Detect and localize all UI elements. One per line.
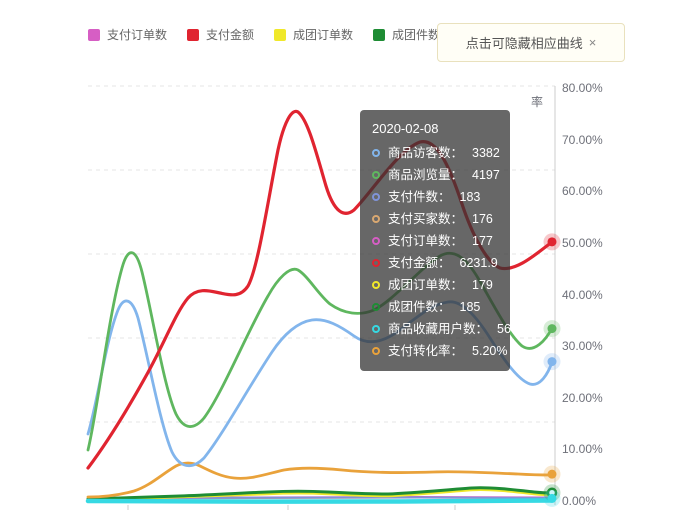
tooltip-label: 支付转化率： bbox=[388, 344, 464, 358]
hover-point-markers bbox=[543, 233, 561, 507]
tooltip-value: 176 bbox=[472, 212, 493, 226]
tooltip-row-fav_users: 商品收藏用户数： 56 bbox=[372, 318, 511, 340]
y-axis-tick-label: 30.00% bbox=[562, 339, 603, 354]
tooltip-label: 支付金额： bbox=[388, 256, 451, 270]
series-marker-icon bbox=[372, 347, 380, 355]
tooltip-row-pay_amount: 支付金额： 6231.9 bbox=[372, 252, 498, 274]
legend-swatch-pay_amount bbox=[187, 28, 200, 41]
x-axis-ticks bbox=[127, 505, 456, 510]
tooltip-row-group_orders: 成团订单数： 179 bbox=[372, 274, 498, 296]
legend: 支付订单数 支付金额 成团订单数 成团件数 bbox=[88, 26, 440, 43]
hide-curve-notice-text: 点击可隐藏相应曲线 bbox=[465, 36, 583, 51]
tooltip-value: 3382 bbox=[472, 146, 500, 160]
hover-dot-conv_rate bbox=[547, 469, 557, 479]
tooltip-value: 183 bbox=[459, 190, 481, 204]
tooltip-date: 2020-02-08 bbox=[372, 121, 439, 136]
tooltip-value: 6231.9 bbox=[459, 256, 498, 270]
legend-label-group_orders: 成团订单数 bbox=[293, 28, 354, 42]
hover-dot-visitors bbox=[547, 357, 557, 367]
tooltip-row-pay_orders: 支付订单数： 177 bbox=[372, 230, 498, 252]
hover-dot-views bbox=[547, 324, 557, 334]
legend-item-group_items[interactable]: 成团件数 bbox=[373, 26, 440, 43]
hover-tooltip: 2020-02-08 商品访客数： 3382 商品浏览量： 4197 支付件数： 183 支… bbox=[360, 110, 511, 371]
line-group-items bbox=[86, 486, 554, 501]
legend-label-pay_amount: 支付金额 bbox=[206, 28, 255, 42]
hover-dot-pay_amount bbox=[547, 237, 557, 247]
series-marker-icon bbox=[372, 215, 380, 223]
legend-swatch-group_items bbox=[373, 28, 386, 41]
close-icon[interactable]: × bbox=[588, 35, 597, 50]
tooltip-label: 支付件数： bbox=[388, 190, 451, 204]
tooltip-value: 5.20% bbox=[472, 344, 508, 358]
tooltip-value: 185 bbox=[459, 300, 481, 314]
tooltip-label: 商品浏览量： bbox=[388, 168, 464, 182]
tooltip-label: 成团件数： bbox=[388, 300, 451, 314]
y-axis-tick-label: 40.00% bbox=[562, 287, 603, 302]
series-marker-icon bbox=[372, 259, 380, 267]
tooltip-label: 商品访客数： bbox=[388, 146, 464, 160]
hide-curve-notice[interactable]: 点击可隐藏相应曲线 × bbox=[437, 23, 625, 62]
legend-item-group_orders[interactable]: 成团订单数 bbox=[274, 26, 353, 43]
y-axis-tick-label: 10.00% bbox=[562, 442, 603, 457]
series-marker-icon bbox=[372, 281, 380, 289]
tooltip-value: 177 bbox=[472, 234, 493, 248]
tooltip-value: 56 bbox=[497, 322, 511, 336]
tooltip-row-pay_items: 支付件数： 183 bbox=[372, 186, 498, 208]
y-axis-tick-label: 80.00% bbox=[562, 81, 603, 95]
line-fav-users bbox=[85, 498, 555, 504]
tooltip-row-pay_buyers: 支付买家数： 176 bbox=[372, 208, 498, 230]
legend-swatch-group_orders bbox=[274, 28, 287, 41]
series-marker-icon bbox=[372, 171, 380, 179]
tooltip-label: 支付订单数： bbox=[388, 234, 464, 248]
legend-swatch-pay_orders bbox=[88, 28, 100, 41]
y-axis-tick-label: 70.00% bbox=[562, 132, 603, 147]
series-marker-icon bbox=[372, 237, 380, 245]
y-axis-tick-label: 60.00% bbox=[562, 184, 603, 199]
legend-label-pay_orders: 支付订单数 bbox=[107, 28, 168, 42]
series-marker-icon bbox=[372, 149, 380, 157]
tooltip-row-conv_rate: 支付转化率： 5.20% bbox=[372, 340, 507, 362]
y-axis-tick-label: 50.00% bbox=[562, 235, 603, 250]
y-axis-tick-label: 0.00% bbox=[562, 494, 597, 508]
hover-dot-fav_users bbox=[547, 493, 557, 503]
tooltip-label: 支付买家数： bbox=[388, 212, 464, 226]
tooltip-label: 成团订单数： bbox=[388, 278, 464, 292]
tooltip-row-views: 商品浏览量： 4197 bbox=[372, 164, 500, 186]
right-y-axis-name: 率 bbox=[531, 95, 544, 109]
series-marker-icon bbox=[372, 325, 380, 333]
tooltip-rows: 商品访客数： 3382 商品浏览量： 4197 支付件数： 183 支付买家数： 176 支付订… bbox=[372, 142, 511, 362]
tooltip-row-visitors: 商品访客数： 3382 bbox=[372, 142, 500, 164]
tooltip-value: 179 bbox=[472, 278, 493, 292]
line-conv-rate bbox=[86, 461, 554, 499]
series-marker-icon bbox=[372, 193, 380, 201]
tooltip-value: 4197 bbox=[472, 168, 500, 182]
legend-item-pay_orders[interactable]: 支付订单数 bbox=[88, 26, 167, 43]
series-marker-icon bbox=[372, 303, 380, 311]
legend-label-group_items: 成团件数 bbox=[392, 28, 441, 42]
tooltip-label: 商品收藏用户数： bbox=[388, 322, 489, 336]
y-axis-tick-label: 20.00% bbox=[562, 390, 603, 405]
tooltip-row-group_items: 成团件数： 185 bbox=[372, 296, 498, 318]
legend-item-pay_amount[interactable]: 支付金额 bbox=[187, 26, 254, 43]
